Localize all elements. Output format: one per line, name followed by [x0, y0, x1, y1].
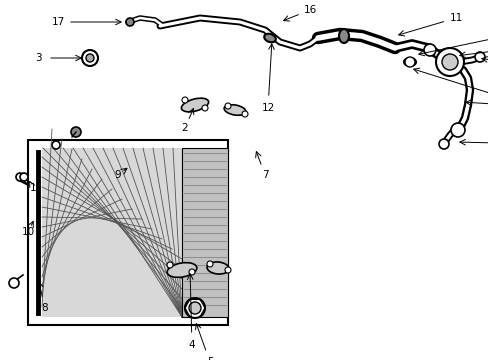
Circle shape [9, 278, 19, 288]
Text: 9: 9 [115, 170, 121, 180]
Circle shape [182, 97, 187, 103]
Text: 8: 8 [41, 303, 48, 313]
Text: 11: 11 [448, 13, 462, 23]
Ellipse shape [224, 105, 245, 115]
Circle shape [184, 298, 204, 318]
Text: 2: 2 [182, 123, 188, 133]
Circle shape [52, 141, 60, 149]
Circle shape [71, 127, 81, 137]
Text: 7: 7 [261, 170, 268, 180]
Text: 10: 10 [21, 227, 35, 237]
Ellipse shape [181, 98, 208, 112]
Circle shape [189, 269, 195, 275]
Text: 17: 17 [51, 17, 64, 27]
Circle shape [167, 262, 173, 268]
Circle shape [224, 103, 230, 109]
Ellipse shape [264, 34, 275, 42]
Circle shape [474, 52, 484, 62]
Circle shape [435, 48, 463, 76]
Circle shape [438, 139, 448, 149]
Ellipse shape [403, 58, 415, 66]
Text: 4: 4 [188, 340, 195, 350]
Ellipse shape [167, 263, 196, 277]
Circle shape [206, 261, 213, 267]
Bar [42, 148, 182, 317]
Circle shape [423, 44, 435, 56]
Text: 5: 5 [206, 357, 213, 360]
Text: 1: 1 [30, 183, 36, 193]
Circle shape [404, 57, 414, 67]
Circle shape [224, 267, 230, 273]
Circle shape [202, 105, 207, 111]
Text: 3: 3 [35, 53, 41, 63]
Circle shape [126, 18, 134, 26]
Circle shape [441, 54, 457, 70]
Ellipse shape [338, 29, 348, 43]
Bar [182, 148, 227, 317]
Circle shape [20, 173, 28, 181]
Circle shape [242, 111, 247, 117]
Circle shape [189, 302, 201, 314]
Circle shape [450, 123, 464, 137]
Text: 12: 12 [261, 103, 274, 113]
Text: 16: 16 [303, 5, 316, 15]
Bar [28, 140, 227, 325]
Ellipse shape [206, 262, 228, 274]
Circle shape [16, 173, 24, 181]
Circle shape [86, 54, 94, 62]
Circle shape [82, 50, 98, 66]
